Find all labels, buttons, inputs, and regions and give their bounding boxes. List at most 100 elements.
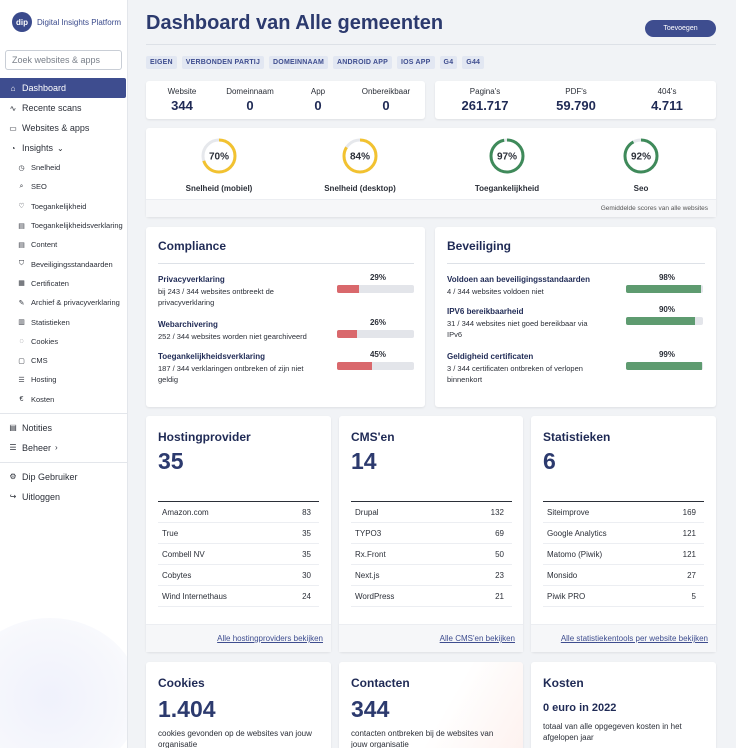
sidebar-subitem-certificaten[interactable]: ▦ Certificaten bbox=[0, 274, 127, 293]
brand[interactable]: dip Digital Insights Platform bbox=[0, 0, 127, 44]
sidebar-item-label: Uitloggen bbox=[22, 491, 61, 502]
main-content: Dashboard van Alle gemeenten Toevoegen E… bbox=[128, 0, 736, 748]
sidebar-item-websites[interactable]: ▭ Websites & apps bbox=[0, 118, 127, 138]
sidebar-item-label: Statistieken bbox=[31, 317, 70, 327]
sidebar-subitem-cms[interactable]: ▢ CMS bbox=[0, 351, 127, 370]
score-gauge[interactable]: 84% Snelheid (desktop) bbox=[300, 136, 420, 193]
divider bbox=[158, 263, 414, 264]
logo-icon: dip bbox=[12, 12, 32, 32]
table-row[interactable]: Amazon.com 83 bbox=[158, 502, 319, 523]
sidebar-subitem-kosten[interactable]: € Kosten bbox=[0, 390, 127, 409]
sidebar-subitem-statistieken[interactable]: ▥ Statistieken bbox=[0, 312, 127, 331]
score-gauge[interactable]: 92% Seo bbox=[581, 136, 701, 193]
progress-fill bbox=[337, 285, 360, 293]
row-name: Combell NV bbox=[162, 549, 205, 559]
add-button[interactable]: Toevoegen bbox=[645, 20, 716, 37]
sidebar-subitem-archief-privacyverklaring[interactable]: ✎ Archief & privacyverklaring bbox=[0, 293, 127, 312]
scores-card: Gemiddelde scores van alle websites 70% S… bbox=[146, 128, 716, 217]
stats-table: Siteimprove 169 Google Analytics 121 Matomo … bbox=[543, 501, 704, 607]
sidebar-subitem-cookies[interactable]: ◌ Cookies bbox=[0, 332, 127, 351]
filter-tag[interactable]: VERBONDEN PARTIJ bbox=[181, 56, 265, 69]
stats-view-all-link[interactable]: Alle statistiekentools per website bekij… bbox=[531, 624, 716, 652]
table-row[interactable]: Rx.Front 50 bbox=[351, 544, 512, 565]
costs-desc-2: afgelopen jaar bbox=[543, 733, 594, 742]
search-input[interactable]: Zoek websites & apps bbox=[5, 50, 122, 70]
sidebar-subitem-snelheid[interactable]: ◷ Snelheid bbox=[0, 158, 127, 177]
table-row[interactable]: Cobytes 30 bbox=[158, 565, 319, 586]
row-name: Matomo (Piwik) bbox=[547, 549, 603, 559]
sidebar-item-notes[interactable]: ▤ Notities bbox=[0, 418, 127, 438]
row-name: Amazon.com bbox=[162, 507, 209, 517]
costs-card[interactable]: Kosten 0 euro in 2022 totaal van alle op… bbox=[531, 662, 716, 748]
stats-icon: ▥ bbox=[18, 319, 25, 327]
table-row[interactable]: TYPO3 69 bbox=[351, 523, 512, 544]
count-404s[interactable]: 404's 4.711 bbox=[623, 87, 711, 113]
cookies-desc-2: organisatie bbox=[158, 740, 198, 748]
filter-tag[interactable]: G44 bbox=[462, 56, 485, 69]
sidebar-item-insights[interactable]: ◔ Insights ⌄ bbox=[0, 138, 127, 158]
count-value: 0 bbox=[246, 98, 254, 113]
sidebar-subitem-seo[interactable]: ⌕ SEO bbox=[0, 177, 127, 196]
table-row[interactable]: Google Analytics 121 bbox=[543, 523, 704, 544]
sidebar-item-user[interactable]: ⚙ Dip Gebruiker bbox=[0, 467, 127, 487]
sidebar-item-recent-scans[interactable]: ∿ Recente scans bbox=[0, 98, 127, 118]
sidebar-item-label: SEO bbox=[31, 182, 47, 192]
cms-count: 14 bbox=[351, 448, 377, 474]
count-value: 0 bbox=[382, 98, 390, 113]
gauge-ring: 97% bbox=[489, 138, 525, 174]
filter-tag[interactable]: G4 bbox=[439, 56, 458, 69]
gauge-ring: 84% bbox=[342, 138, 378, 174]
sidebar-item-logout[interactable]: ↪ Uitloggen bbox=[0, 487, 127, 507]
sidebar-subitem-content[interactable]: ▤ Content bbox=[0, 235, 127, 254]
filter-tag[interactable]: IOS APP bbox=[397, 56, 435, 69]
filter-tag[interactable]: DOMEINNAAM bbox=[269, 56, 329, 69]
contacts-title: Contacten bbox=[351, 676, 410, 690]
filter-tag[interactable]: EIGEN bbox=[146, 56, 177, 69]
count-pdfs[interactable]: PDF's 59.790 bbox=[532, 87, 620, 113]
row-count: 121 bbox=[682, 528, 696, 538]
row-percentage: 98% bbox=[658, 273, 675, 282]
costs-desc: totaal van alle opgegeven kosten in het bbox=[543, 722, 682, 731]
sidebar-subitem-toegankelijkheid[interactable]: ♡ Toegankelijkheid bbox=[0, 197, 127, 216]
table-row[interactable]: Drupal 132 bbox=[351, 502, 512, 523]
table-row[interactable]: Piwik PRO 5 bbox=[543, 586, 704, 607]
table-row[interactable]: WordPress 21 bbox=[351, 586, 512, 607]
sidebar-item-manage[interactable]: ☰ Beheer › bbox=[0, 438, 127, 458]
row-name: Siteimprove bbox=[547, 507, 590, 517]
count-website[interactable]: Website 344 bbox=[150, 87, 214, 113]
table-row[interactable]: Siteimprove 169 bbox=[543, 502, 704, 523]
row-title: IPV6 bereikbaarheid bbox=[447, 307, 524, 316]
count-pages[interactable]: Pagina's 261.717 bbox=[441, 87, 529, 113]
sidebar-item-label: Dashboard bbox=[22, 83, 67, 93]
progress-fill bbox=[337, 362, 372, 370]
score-gauge[interactable]: 70% Snelheid (mobiel) bbox=[159, 136, 279, 193]
table-row[interactable]: Wind Internethaus 24 bbox=[158, 586, 319, 607]
table-row[interactable]: Next.js 23 bbox=[351, 565, 512, 586]
sidebar-subitem-toegankelijkheidsverklaring[interactable]: ▤ Toegankelijkheidsverklaring bbox=[0, 216, 127, 235]
count-app[interactable]: App 0 bbox=[286, 87, 350, 113]
count-unreachable[interactable]: Onbereikbaar 0 bbox=[354, 87, 418, 113]
row-desc: 3 / 344 certificaten ontbreken of verlop… bbox=[447, 364, 583, 373]
table-row[interactable]: Monsido 27 bbox=[543, 565, 704, 586]
sidebar-item-dashboard[interactable]: ⌂ Dashboard bbox=[0, 78, 126, 98]
cms-view-all-link[interactable]: Alle CMS'en bekijken bbox=[339, 624, 523, 652]
count-domain[interactable]: Domeinnaam 0 bbox=[218, 87, 282, 113]
gauge-value: 84% bbox=[350, 152, 370, 163]
contacts-card[interactable]: Contacten 344 contacten ontbreken bij de… bbox=[339, 662, 523, 748]
row-name: True bbox=[162, 528, 179, 538]
filter-tag[interactable]: ANDROID APP bbox=[333, 56, 392, 69]
sidebar-subitem-hosting[interactable]: ☰ Hosting bbox=[0, 370, 127, 389]
gauge-label: Snelheid (desktop) bbox=[324, 184, 396, 193]
cookies-card[interactable]: Cookies 1.404 cookies gevonden op de web… bbox=[146, 662, 331, 748]
row-title: Geldigheid certificaten bbox=[447, 352, 534, 361]
table-row[interactable]: True 35 bbox=[158, 523, 319, 544]
stats-count: 6 bbox=[543, 448, 556, 474]
hosting-view-all-link[interactable]: Alle hostingproviders bekijken bbox=[146, 624, 331, 652]
progress-fill bbox=[626, 285, 702, 293]
sidebar-subitem-beveiligingsstandaarden[interactable]: ⛉ Beveiligingsstandaarden bbox=[0, 254, 127, 273]
score-gauge[interactable]: 97% Toegankelijkheid bbox=[447, 136, 567, 193]
gauge-fill bbox=[342, 138, 378, 174]
progress-bar bbox=[626, 362, 703, 370]
table-row[interactable]: Matomo (Piwik) 121 bbox=[543, 544, 704, 565]
table-row[interactable]: Combell NV 35 bbox=[158, 544, 319, 565]
